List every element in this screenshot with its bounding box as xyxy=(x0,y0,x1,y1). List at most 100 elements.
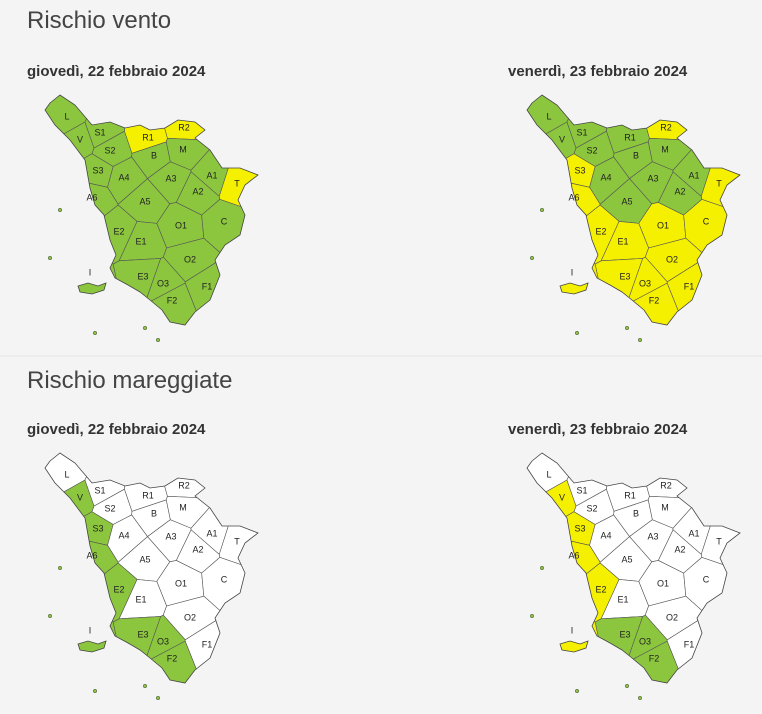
zone-label: O2 xyxy=(666,612,678,622)
zone-label: A4 xyxy=(600,530,611,540)
zone-label: R2 xyxy=(178,480,190,490)
zone-label: R1 xyxy=(142,490,154,500)
zone-label: E3 xyxy=(619,629,630,639)
islet xyxy=(624,683,630,689)
zone-label: A6 xyxy=(568,550,579,560)
map: L V S1 S2 R1 R2 M B S3 A4 A3 A1 T A2 A6 A5 O1 C E2 E1 O2 E3 O3… xyxy=(44,452,259,701)
zone-label: V xyxy=(77,492,83,502)
zone-label: C xyxy=(221,574,228,584)
map-outline xyxy=(526,452,741,684)
zone-label: T xyxy=(716,178,722,188)
islet xyxy=(539,565,545,571)
section-title: Rischio mareggiate xyxy=(27,367,232,394)
zone-label: E2 xyxy=(113,584,124,594)
zone-label: F2 xyxy=(167,295,178,305)
zone-label: A4 xyxy=(118,530,129,540)
zone-label: A5 xyxy=(621,196,632,206)
zone-label: A5 xyxy=(139,554,150,564)
zone-label: F1 xyxy=(202,281,213,291)
map-outline xyxy=(44,94,259,326)
zone-area xyxy=(45,600,127,683)
islet xyxy=(155,337,161,343)
zone-label: E2 xyxy=(595,226,606,236)
zone-label: S3 xyxy=(574,523,585,533)
zone-label: A3 xyxy=(647,531,658,541)
zone-label: F2 xyxy=(649,295,660,305)
island-outline xyxy=(559,282,589,295)
islet xyxy=(637,695,643,701)
zone-label: E3 xyxy=(619,271,630,281)
zone-label: O2 xyxy=(666,254,678,264)
zone-area xyxy=(527,600,609,683)
zone-label: I xyxy=(89,267,92,277)
section-title: Rischio vento xyxy=(27,7,171,34)
zone-label: A2 xyxy=(674,544,685,554)
zone-label: E1 xyxy=(617,594,628,604)
zone-area xyxy=(45,242,127,325)
zone-area xyxy=(632,95,740,141)
zone-label: F2 xyxy=(649,653,660,663)
zone-label: E1 xyxy=(135,594,146,604)
zone-label: R1 xyxy=(624,490,636,500)
zone-label: B xyxy=(151,150,157,160)
zone-label: M xyxy=(179,144,187,154)
island-outline xyxy=(77,640,107,653)
zone-label: E2 xyxy=(595,584,606,594)
islet xyxy=(92,688,98,694)
zone-label: O2 xyxy=(184,612,196,622)
zone-label: S3 xyxy=(574,165,585,175)
islet xyxy=(574,330,580,336)
islet xyxy=(142,683,148,689)
zone-label: A1 xyxy=(688,528,699,538)
zones xyxy=(527,453,740,683)
zone-label: B xyxy=(633,508,639,518)
map: L V S1 S2 R1 R2 M B S3 A4 A3 A1 T A2 A6 A5 O1 C E2 E1 O2 E3 O3… xyxy=(44,94,259,343)
zone-label: F1 xyxy=(684,281,695,291)
zone-label: I xyxy=(89,625,92,635)
zone-label: L xyxy=(64,469,69,479)
zone-label: T xyxy=(234,178,240,188)
zone-label: A5 xyxy=(139,196,150,206)
zone-label: E1 xyxy=(135,236,146,246)
islet xyxy=(574,688,580,694)
zone-label: F1 xyxy=(202,639,213,649)
zone-label: R1 xyxy=(624,132,636,142)
zone-label: C xyxy=(221,216,228,226)
zone-label: O3 xyxy=(639,636,651,646)
zone-label: O2 xyxy=(184,254,196,264)
zone-label: S2 xyxy=(586,503,597,513)
zone-label: A1 xyxy=(688,170,699,180)
zone-label: A5 xyxy=(621,554,632,564)
zone-label: F2 xyxy=(167,653,178,663)
zone-label: S1 xyxy=(94,127,105,137)
map-date: venerdì, 23 febbraio 2024 xyxy=(508,421,688,438)
island-outline xyxy=(559,640,589,653)
zone-label: S3 xyxy=(92,523,103,533)
zone-label: B xyxy=(633,150,639,160)
zone-label: A2 xyxy=(192,544,203,554)
islet xyxy=(529,613,535,619)
zone-label: E3 xyxy=(137,629,148,639)
zone-label: L xyxy=(546,111,551,121)
zone-label: A4 xyxy=(118,172,129,182)
zones xyxy=(45,95,258,325)
zone-label: A3 xyxy=(165,173,176,183)
zone-label: S3 xyxy=(92,165,103,175)
islet xyxy=(539,207,545,213)
islet xyxy=(92,330,98,336)
zone-label: A1 xyxy=(206,170,217,180)
zone-label: C xyxy=(703,216,710,226)
zone-label: R2 xyxy=(660,122,672,132)
zone-label: C xyxy=(703,574,710,584)
zone-label: O1 xyxy=(175,578,187,588)
zone-area xyxy=(527,242,609,325)
map-outline xyxy=(526,94,741,326)
zone-label: M xyxy=(179,502,187,512)
zone-label: A6 xyxy=(86,192,97,202)
zone-label: A6 xyxy=(568,192,579,202)
zone-label: M xyxy=(661,144,669,154)
zone-area xyxy=(150,453,258,499)
zones xyxy=(527,95,740,325)
map-date: giovedì, 22 febbraio 2024 xyxy=(27,421,206,438)
